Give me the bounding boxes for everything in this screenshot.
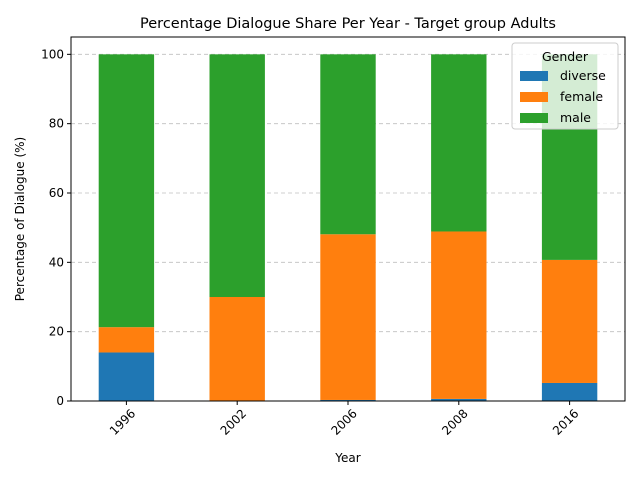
bar-female-2006 (320, 234, 376, 400)
bar-diverse-2016 (541, 382, 598, 401)
y-tick-label: 0 (56, 394, 64, 408)
bar-female-1996 (98, 327, 155, 353)
bar-male-2008 (431, 54, 487, 232)
bar-male-2002 (209, 54, 265, 298)
y-tick-label: 60 (49, 186, 64, 200)
legend-label-male: male (560, 110, 591, 125)
legend-swatch-diverse (520, 71, 548, 81)
legend-label-female: female (560, 89, 603, 104)
legend-frame (511, 42, 619, 130)
bar-diverse-2006 (320, 399, 376, 401)
bar-female-2002 (209, 297, 265, 401)
bar-male-2006 (320, 54, 376, 235)
y-axis-ticks: 0 20 40 60 80 100 (41, 47, 71, 408)
bar-female-2008 (431, 231, 487, 399)
bar-diverse-1996 (98, 352, 155, 401)
x-tick-label: 1996 (107, 406, 138, 437)
bar-diverse-2008 (431, 398, 487, 401)
legend-label-diverse: diverse (560, 68, 606, 83)
x-tick-label: 2016 (550, 406, 581, 437)
y-tick-label: 40 (49, 255, 64, 269)
y-tick-label: 20 (49, 325, 64, 339)
legend-swatch-female (520, 92, 548, 102)
bar-female-2016 (541, 259, 598, 383)
legend: Gender diverse female male (511, 42, 619, 130)
legend-title: Gender (542, 49, 589, 64)
x-tick-label: 2008 (439, 406, 470, 437)
x-tick-label: 2002 (218, 406, 249, 437)
legend-swatch-male (520, 113, 548, 123)
chart-title: Percentage Dialogue Share Per Year - Tar… (140, 16, 556, 32)
bars (98, 54, 598, 401)
legend-items: diverse female male (520, 68, 606, 125)
y-axis-label: Percentage of Dialogue (%) (13, 137, 27, 302)
bar-male-1996 (98, 54, 155, 328)
x-axis-label: Year (334, 451, 360, 465)
x-axis-ticks: 1996 2002 2006 2008 2016 (107, 401, 582, 438)
y-tick-label: 80 (49, 117, 64, 131)
x-tick-label: 2006 (328, 406, 359, 437)
y-tick-label: 100 (41, 47, 64, 61)
